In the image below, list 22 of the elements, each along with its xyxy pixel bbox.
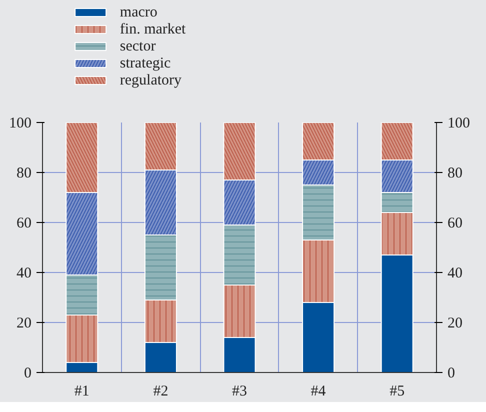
y2-tick-label: 40 <box>448 266 462 282</box>
y2-tick-label: 20 <box>448 316 462 332</box>
y-tick-label: 80 <box>16 166 32 182</box>
legend-label: regulatory <box>120 72 182 88</box>
legend-label: sector <box>120 38 156 54</box>
x-tick-label: #5 <box>390 384 405 400</box>
y-tick-label: 60 <box>16 216 32 232</box>
y-tick-label: 20 <box>16 316 32 332</box>
x-tick-label: #1 <box>74 384 90 400</box>
y2-tick-label: 0 <box>448 366 455 382</box>
y-tick-label: 0 <box>24 366 32 382</box>
legend-label: fin. market <box>120 22 187 38</box>
y2-tick-label: 100 <box>448 116 470 132</box>
legend-label: macro <box>120 4 158 20</box>
y-tick-label: 100 <box>9 116 32 132</box>
x-tick-label: #4 <box>310 384 326 400</box>
legend-label: strategic <box>120 56 172 72</box>
y-tick-label: 40 <box>16 266 32 282</box>
x-tick-label: #2 <box>153 384 168 400</box>
y2-tick-label: 80 <box>448 166 462 182</box>
y2-tick-label: 60 <box>448 216 462 232</box>
x-tick-label: #3 <box>232 384 247 400</box>
